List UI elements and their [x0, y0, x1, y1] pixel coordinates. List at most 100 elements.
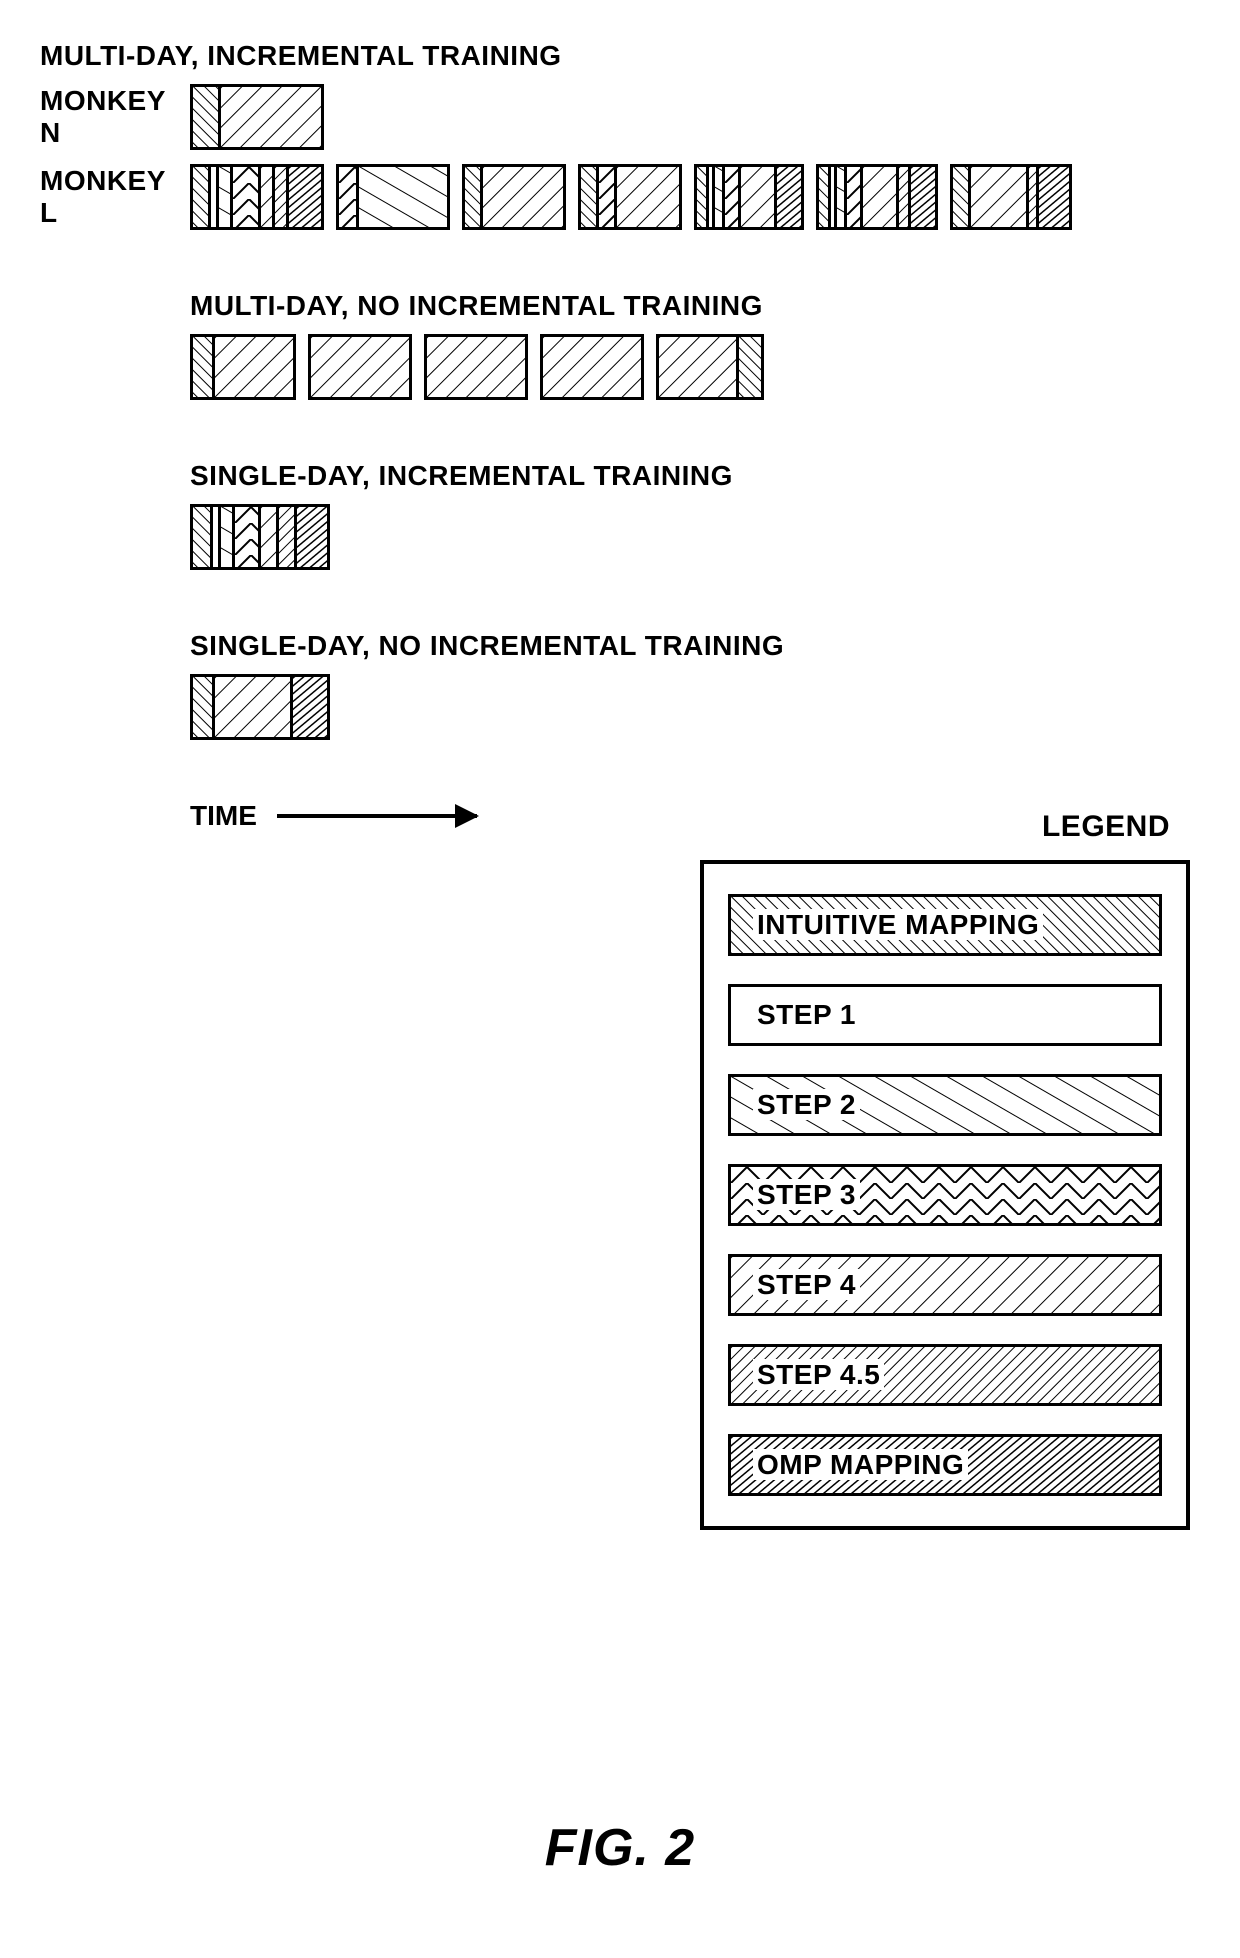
segment	[819, 167, 831, 227]
legend-swatch: STEP 4.5	[728, 1344, 1162, 1406]
segment	[233, 167, 261, 227]
row-label: MONKEY N	[40, 85, 190, 149]
day-bar	[462, 164, 566, 230]
segment	[777, 167, 801, 227]
legend-swatch: STEP 2	[728, 1074, 1162, 1136]
bar-row: MONKEY N	[40, 84, 1200, 150]
legend-swatch: OMP MAPPING	[728, 1434, 1162, 1496]
day-bar	[694, 164, 804, 230]
segment	[971, 167, 1029, 227]
segment	[725, 167, 741, 227]
segment	[741, 167, 777, 227]
segment	[193, 507, 213, 567]
legend-label: STEP 2	[753, 1089, 860, 1121]
day-bar	[816, 164, 938, 230]
time-label: TIME	[190, 800, 257, 832]
legend-label: STEP 1	[753, 999, 860, 1031]
figure-container: MULTI-DAY, INCREMENTAL TRAINING MONKEY N M…	[40, 40, 1200, 1918]
segment	[427, 337, 525, 397]
section-title: MULTI-DAY, INCREMENTAL TRAINING	[40, 40, 1200, 72]
segment	[311, 337, 409, 397]
day-bar	[424, 334, 528, 400]
day-bar	[950, 164, 1072, 230]
segment	[221, 87, 321, 147]
legend-box: INTUITIVE MAPPING STEP 1 STEP 2 STEP 3 STEP …	[700, 860, 1190, 1530]
segment	[953, 167, 971, 227]
segment	[863, 167, 899, 227]
segment	[837, 167, 847, 227]
segment	[193, 87, 221, 147]
day-bar	[190, 164, 324, 230]
legend-label: INTUITIVE MAPPING	[753, 909, 1043, 941]
segment	[1039, 167, 1069, 227]
segment	[193, 167, 211, 227]
bars	[190, 334, 764, 400]
legend-item: STEP 4	[728, 1254, 1162, 1316]
row-label: MONKEY L	[40, 165, 190, 229]
segment	[219, 167, 233, 227]
segment	[543, 337, 641, 397]
section: SINGLE-DAY, NO INCREMENTAL TRAINING	[40, 630, 1200, 740]
legend-item: STEP 1	[728, 984, 1162, 1046]
bar-row	[40, 674, 1200, 740]
segment	[221, 507, 235, 567]
segment	[659, 337, 739, 397]
section-title: SINGLE-DAY, NO INCREMENTAL TRAINING	[190, 630, 1200, 662]
segment	[211, 167, 219, 227]
day-bar	[190, 334, 296, 400]
legend-label: STEP 4	[753, 1269, 860, 1301]
segment	[213, 507, 221, 567]
segment	[215, 337, 293, 397]
legend-label: STEP 4.5	[753, 1359, 884, 1391]
segment	[261, 167, 275, 227]
legend-item: STEP 2	[728, 1074, 1162, 1136]
segment	[739, 337, 761, 397]
section-title: SINGLE-DAY, INCREMENTAL TRAINING	[190, 460, 1200, 492]
legend-swatch: INTUITIVE MAPPING	[728, 894, 1162, 956]
segment	[235, 507, 261, 567]
segment	[261, 507, 279, 567]
day-bar	[190, 674, 330, 740]
time-arrow-head	[455, 804, 479, 828]
segment	[1029, 167, 1039, 227]
sections: MULTI-DAY, INCREMENTAL TRAINING MONKEY N M…	[40, 40, 1200, 740]
segment	[359, 167, 447, 227]
bars	[190, 504, 330, 570]
section: MULTI-DAY, INCREMENTAL TRAINING MONKEY N M…	[40, 40, 1200, 230]
day-bar	[578, 164, 682, 230]
segment	[899, 167, 911, 227]
legend-item: OMP MAPPING	[728, 1434, 1162, 1496]
bar-row: MONKEY L	[40, 164, 1200, 230]
figure-caption: FIG. 2	[545, 1818, 695, 1878]
segment	[279, 507, 297, 567]
segment	[715, 167, 725, 227]
segment	[483, 167, 563, 227]
section-title: MULTI-DAY, NO INCREMENTAL TRAINING	[190, 290, 1200, 322]
bars	[190, 674, 330, 740]
segment	[911, 167, 935, 227]
segment	[193, 337, 215, 397]
day-bar	[540, 334, 644, 400]
legend-swatch: STEP 4	[728, 1254, 1162, 1316]
bars	[190, 84, 324, 150]
segment	[697, 167, 709, 227]
segment	[293, 677, 327, 737]
bars	[190, 164, 1072, 230]
segment	[297, 507, 327, 567]
segment	[289, 167, 321, 227]
legend-item: STEP 3	[728, 1164, 1162, 1226]
segment	[617, 167, 679, 227]
segment	[339, 167, 359, 227]
legend-swatch: STEP 1	[728, 984, 1162, 1046]
legend-title: LEGEND	[1042, 810, 1170, 844]
segment	[215, 677, 293, 737]
segment	[581, 167, 599, 227]
legend-item: INTUITIVE MAPPING	[728, 894, 1162, 956]
segment	[465, 167, 483, 227]
day-bar	[336, 164, 450, 230]
bar-row	[40, 334, 1200, 400]
legend-item: STEP 4.5	[728, 1344, 1162, 1406]
segment	[847, 167, 863, 227]
section: MULTI-DAY, NO INCREMENTAL TRAINING	[40, 290, 1200, 400]
day-bar	[656, 334, 764, 400]
